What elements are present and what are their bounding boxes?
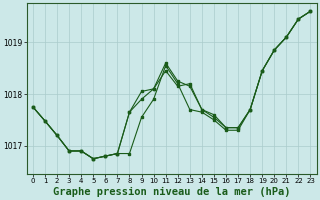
X-axis label: Graphe pression niveau de la mer (hPa): Graphe pression niveau de la mer (hPa) — [53, 186, 291, 197]
